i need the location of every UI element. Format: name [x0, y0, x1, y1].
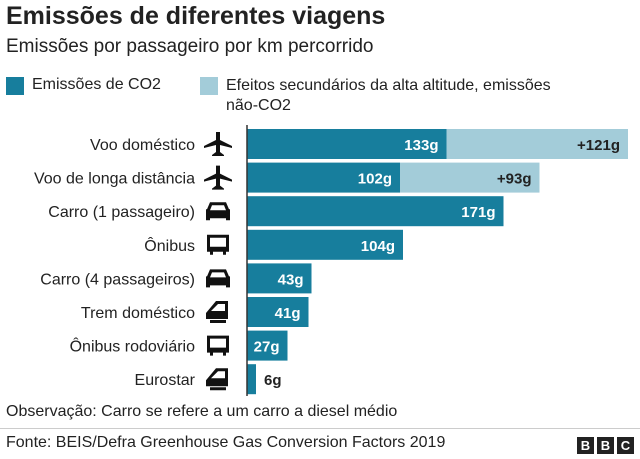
chart-subtitle: Emissões por passageiro por km percorrid… [6, 36, 374, 57]
data-label: 41g [275, 305, 301, 322]
legend-item-nonco2: Efeitos secundários da alta altitude, em… [200, 76, 551, 116]
bar-co2 [247, 229, 403, 260]
bar-co2 [247, 297, 309, 327]
chart-source: Fonte: BEIS/Defra Greenhouse Gas Convers… [6, 434, 446, 451]
bar-co2 [247, 263, 312, 294]
chart-title: Emissões de diferentes viagens [6, 2, 386, 30]
legend-label-nonco2-line1: Efeitos secundários da alta altitude, em… [226, 77, 551, 94]
category-label: Ônibus rodoviário [70, 337, 196, 356]
legend-label-nonco2-line2: não-CO2 [226, 97, 291, 114]
data-label: 133g [404, 137, 438, 154]
category-label: Carro (1 passageiro) [48, 204, 195, 221]
category-label: Voo doméstico [90, 137, 195, 154]
legend-item-co2: Emissões de CO2 [6, 76, 161, 95]
bar-co2 [247, 330, 288, 361]
bar-co2 [247, 364, 256, 395]
category-label: Carro (4 passageiros) [40, 271, 195, 288]
data-label: 102g [358, 171, 392, 188]
category-label: Ônibus [144, 236, 195, 255]
bus-icon [207, 234, 229, 255]
data-label: 104g [361, 238, 395, 255]
plot-area: Voo doméstico 133g +121g Voo de longa distâ… [34, 125, 628, 396]
plane-icon [204, 132, 232, 156]
category-label: Voo de longa distância [34, 171, 195, 188]
footer-divider [0, 428, 640, 429]
data-label: 43g [278, 271, 304, 288]
train-icon [206, 368, 228, 391]
bar-co2 [247, 162, 400, 193]
bar-co2 [247, 196, 504, 227]
car-icon [206, 269, 230, 288]
plane-icon [204, 165, 232, 190]
bar-co2 [247, 129, 447, 159]
bar-nonco2 [446, 129, 628, 159]
chart-note: Observação: Carro se refere a um carro a… [6, 403, 398, 420]
data-label: +93g [497, 171, 532, 188]
data-label: 27g [254, 339, 280, 356]
legend-swatch-co2 [6, 77, 24, 95]
data-label: 171g [461, 204, 495, 221]
legend-label-co2: Emissões de CO2 [32, 76, 161, 93]
car-icon [206, 202, 230, 221]
legend-swatch-nonco2 [200, 77, 218, 95]
data-label: 6g [264, 372, 282, 389]
bar-nonco2 [400, 162, 540, 193]
bus-icon [207, 335, 229, 356]
category-label: Trem doméstico [81, 305, 195, 322]
category-label: Eurostar [135, 372, 196, 389]
train-icon [206, 301, 228, 323]
data-label: +121g [577, 137, 620, 154]
